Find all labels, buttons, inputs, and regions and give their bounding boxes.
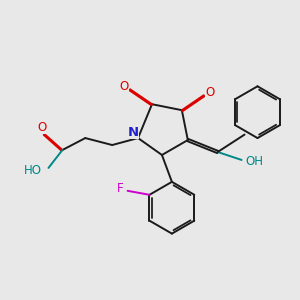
- Text: O: O: [37, 121, 46, 134]
- Text: N: N: [128, 126, 139, 139]
- Text: O: O: [205, 86, 214, 99]
- Text: OH: OH: [245, 155, 263, 168]
- Text: HO: HO: [23, 164, 41, 177]
- Text: O: O: [119, 80, 129, 93]
- Text: F: F: [117, 182, 124, 195]
